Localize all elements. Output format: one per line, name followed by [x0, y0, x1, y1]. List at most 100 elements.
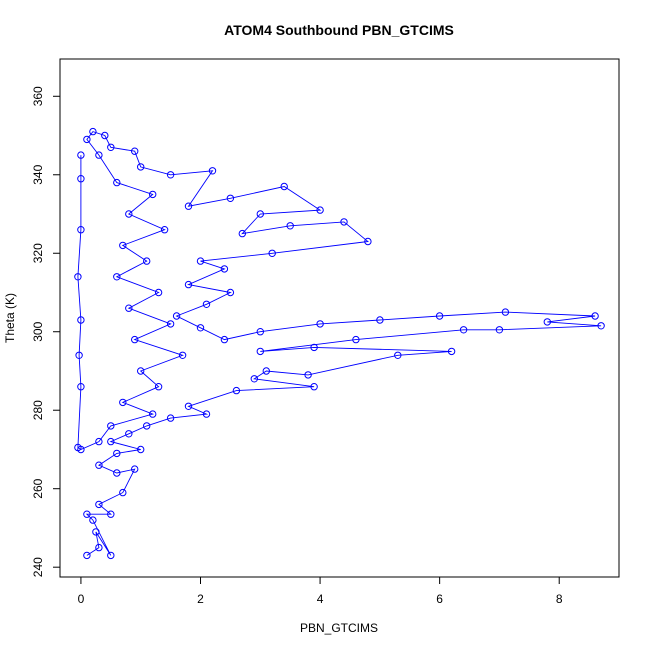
data-point	[119, 488, 127, 497]
data-point	[196, 257, 205, 265]
data-point	[83, 510, 91, 518]
data-point	[316, 320, 324, 328]
data-point	[220, 265, 229, 273]
x-axis-label: PBN_GTCIMS	[300, 621, 378, 635]
data-point	[166, 414, 175, 422]
data-point	[149, 410, 157, 418]
data-point	[137, 367, 145, 375]
y-tick-label: 320	[31, 243, 45, 263]
data-point	[119, 398, 127, 407]
data-point	[154, 383, 163, 391]
data-point	[166, 171, 175, 179]
data-point	[95, 500, 103, 509]
data-point	[143, 257, 151, 265]
data-point	[597, 322, 605, 330]
y-axis: 240 260 280 300 320 340 360	[31, 86, 61, 577]
data-point	[591, 312, 599, 320]
data-point	[101, 131, 109, 140]
x-tick-label: 4	[317, 592, 324, 606]
data-point	[74, 273, 82, 281]
data-point	[310, 343, 318, 352]
y-tick-label: 280	[31, 400, 45, 420]
data-point	[113, 449, 121, 458]
data-point	[95, 461, 103, 469]
data-point	[316, 206, 324, 214]
data-point	[89, 516, 97, 524]
data-point	[196, 324, 205, 332]
chart-title: ATOM4 Southbound PBN_GTCIMS	[224, 22, 454, 38]
y-axis-label: Theta (K)	[3, 293, 17, 343]
data-point	[107, 551, 115, 560]
data-point	[137, 163, 145, 171]
x-tick-label: 2	[197, 592, 204, 606]
data-point	[268, 249, 276, 258]
data-point	[304, 371, 312, 379]
data-point	[125, 430, 133, 438]
data-point	[495, 326, 504, 334]
data-point	[250, 375, 259, 383]
data-point	[107, 143, 115, 152]
data-point	[238, 229, 247, 238]
y-tick-label: 260	[31, 478, 45, 498]
data-point	[543, 318, 551, 326]
data-point	[435, 312, 444, 320]
data-point	[340, 218, 348, 226]
data-point	[149, 190, 157, 199]
data-point	[125, 210, 133, 218]
x-axis: 0 2 4 6 8	[78, 576, 563, 606]
data-point	[137, 445, 145, 454]
data-point	[352, 335, 360, 344]
y-tick-label: 360	[31, 86, 45, 106]
data-point	[131, 147, 139, 155]
data-point	[208, 167, 217, 175]
data-point	[75, 351, 83, 359]
data-point	[119, 241, 127, 250]
data-point	[501, 308, 510, 316]
data-point	[226, 194, 235, 203]
data-point	[107, 510, 115, 518]
data-point	[256, 347, 264, 356]
data-point	[184, 202, 193, 210]
data-point	[376, 316, 384, 324]
data-point	[184, 280, 193, 289]
data-point	[184, 402, 193, 410]
data-point	[202, 300, 211, 308]
data-point	[459, 326, 468, 334]
data-point	[447, 347, 456, 356]
data-point	[92, 528, 100, 536]
data-point	[131, 335, 139, 344]
data-point	[83, 135, 91, 144]
data-point	[202, 410, 211, 418]
data-point	[178, 351, 187, 359]
data-point	[154, 288, 163, 297]
data-point	[113, 273, 121, 281]
data-point	[256, 210, 264, 218]
data-point	[77, 383, 85, 391]
data-point	[394, 351, 402, 359]
data-point	[125, 304, 133, 312]
data-point	[113, 469, 121, 477]
data-point	[143, 422, 151, 430]
data-point	[89, 127, 97, 136]
data-point	[131, 465, 139, 473]
data-point	[95, 151, 103, 159]
series-line	[77, 131, 602, 556]
data-point	[160, 226, 169, 234]
data-point	[77, 316, 85, 324]
data-point	[256, 328, 264, 336]
data-point	[262, 367, 270, 375]
data-point	[77, 226, 85, 234]
data-point	[220, 335, 229, 344]
data-point	[310, 383, 318, 391]
data-point	[232, 386, 241, 395]
data-point	[107, 422, 115, 430]
data-point	[286, 222, 294, 230]
data-point	[280, 182, 288, 191]
data-point	[172, 312, 181, 320]
x-tick-label: 0	[78, 592, 85, 606]
data-point	[74, 443, 82, 452]
data-point	[113, 178, 121, 187]
y-tick-label: 240	[31, 557, 45, 577]
